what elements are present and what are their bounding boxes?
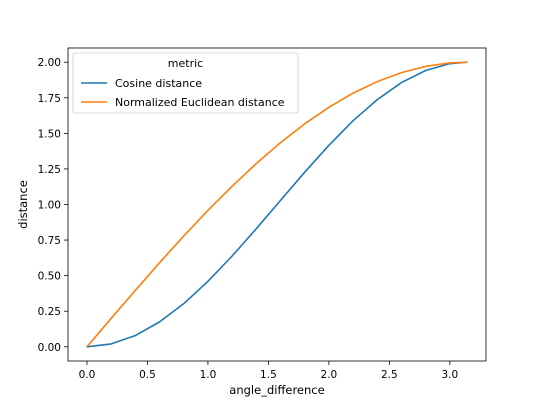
- y-tick-label: 1.50: [38, 128, 61, 140]
- legend-box: [72, 52, 299, 114]
- x-axis: 0.0 0.5 1.0 1.5 2.0 2.5 3.0: [79, 361, 458, 381]
- y-tick-label: 2.00: [38, 57, 61, 69]
- y-tick-label: 1.25: [38, 164, 61, 176]
- y-tick-label: 0.75: [38, 235, 61, 247]
- x-tick-label: 2.5: [381, 369, 398, 381]
- y-tick-label: 1.75: [38, 93, 61, 105]
- legend-title: metric: [168, 57, 203, 70]
- y-tick-label: 0.50: [38, 271, 61, 283]
- legend-label-0: Cosine distance: [115, 77, 202, 90]
- plot-area: [86, 61, 468, 348]
- series-line-0: [86, 61, 468, 348]
- x-tick-label: 0.0: [79, 369, 96, 381]
- y-tick-label: 0.25: [38, 306, 61, 318]
- x-tick-label: 0.5: [139, 369, 156, 381]
- legend: metric Cosine distance Normalized Euclide…: [72, 52, 299, 114]
- x-tick-label: 1.5: [260, 369, 277, 381]
- series-line-1: [86, 61, 468, 348]
- y-tick-label: 1.00: [38, 200, 61, 212]
- y-tick-label: 0.00: [38, 342, 61, 354]
- legend-items: Cosine distance Normalized Euclidean dist…: [81, 77, 285, 109]
- x-tick-label: 3.0: [441, 369, 458, 381]
- x-axis-label: angle_difference: [229, 383, 324, 397]
- y-axis-label: distance: [16, 180, 30, 229]
- x-tick-label: 1.0: [200, 369, 217, 381]
- legend-label-1: Normalized Euclidean distance: [115, 96, 285, 109]
- y-axis: 0.00 0.25 0.50 0.75 1.00 1.25 1.50 1.75 2.00: [38, 57, 68, 354]
- x-tick-label: 2.0: [321, 369, 338, 381]
